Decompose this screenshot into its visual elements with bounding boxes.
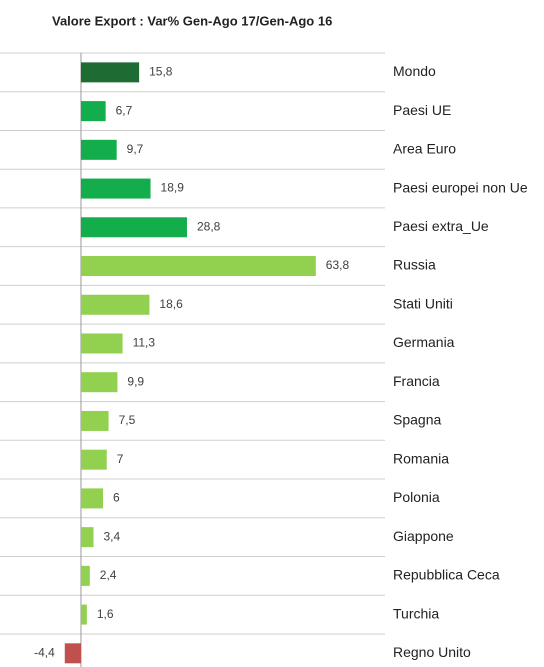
bar xyxy=(80,565,90,586)
category-label: Polonia xyxy=(393,489,440,505)
category-label: Paesi UE xyxy=(393,102,451,118)
value-label: 9,9 xyxy=(127,374,144,388)
value-label: 7 xyxy=(117,452,124,466)
bar xyxy=(80,449,107,470)
value-label: 6,7 xyxy=(116,103,133,117)
value-label: 18,6 xyxy=(159,297,183,311)
value-label: -4,4 xyxy=(34,645,55,659)
bar xyxy=(80,139,117,160)
bar xyxy=(80,62,140,83)
bar xyxy=(80,294,150,315)
bar xyxy=(80,372,118,393)
category-label: Regno Unito xyxy=(393,644,471,660)
bar xyxy=(80,101,106,122)
value-label: 9,7 xyxy=(127,142,144,156)
category-label: Giappone xyxy=(393,528,454,544)
category-label: Mondo xyxy=(393,63,436,79)
bar xyxy=(80,333,123,354)
value-label: 28,8 xyxy=(197,219,221,233)
category-label: Paesi europei non Ue xyxy=(393,179,528,195)
category-label: Germania xyxy=(393,334,455,350)
category-label: Repubblica Ceca xyxy=(393,567,500,583)
value-label: 63,8 xyxy=(326,258,350,272)
value-label: 6 xyxy=(113,491,120,505)
category-label: Stati Uniti xyxy=(393,295,453,311)
value-label: 11,3 xyxy=(133,336,156,350)
bar xyxy=(80,488,104,509)
bar xyxy=(80,178,151,199)
value-label: 2,4 xyxy=(100,568,117,582)
value-label: 3,4 xyxy=(103,529,120,543)
category-label: Romania xyxy=(393,450,449,466)
category-label: Russia xyxy=(393,257,436,273)
bar xyxy=(80,527,94,548)
bar xyxy=(80,217,187,238)
chart-title: Valore Export : Var% Gen-Ago 17/Gen-Ago … xyxy=(52,13,332,28)
category-label: Francia xyxy=(393,373,440,389)
value-label: 15,8 xyxy=(149,65,173,79)
value-label: 7,5 xyxy=(119,413,136,427)
bar xyxy=(80,604,87,625)
bar xyxy=(64,643,81,664)
category-label: Paesi extra_Ue xyxy=(393,218,489,234)
category-label: Turchia xyxy=(393,605,439,621)
value-label: 1,6 xyxy=(97,607,114,621)
bar xyxy=(80,256,316,277)
category-label: Spagna xyxy=(393,412,441,428)
category-label: Area Euro xyxy=(393,141,456,157)
value-label: 18,9 xyxy=(161,181,185,195)
bar xyxy=(80,410,109,431)
